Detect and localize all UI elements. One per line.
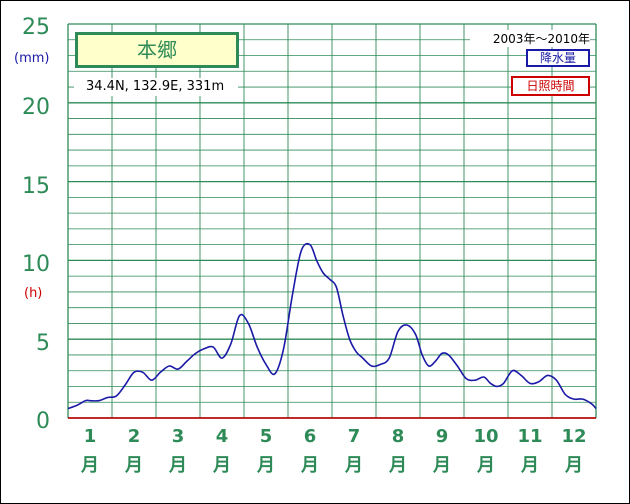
x-tick-label: 7: [347, 426, 361, 447]
x-tick-month-suffix: 月: [565, 455, 583, 476]
y-tick-label: 10: [22, 252, 50, 277]
x-tick-month-suffix: 月: [169, 455, 187, 476]
y-tick-label: 20: [22, 95, 50, 120]
y-tick-label: 25: [22, 15, 50, 40]
x-tick-label: 11: [517, 426, 543, 447]
station-name: 本郷: [137, 38, 177, 62]
y-tick-label: 0: [36, 409, 50, 434]
x-tick-label: 12: [561, 426, 587, 447]
period-label: 2003年～2010年: [470, 30, 590, 47]
x-tick-month-suffix: 月: [345, 455, 363, 476]
x-tick-label: 5: [259, 426, 273, 447]
station-coords: 34.4N, 132.9E, 331m: [74, 78, 238, 96]
precip-series-line: [67, 242, 597, 410]
x-tick-label: 3: [171, 426, 185, 447]
x-tick-label: 4: [215, 426, 229, 447]
x-tick-label: 2: [127, 426, 141, 447]
x-tick-month-suffix: 月: [477, 455, 495, 476]
x-tick-month-suffix: 月: [81, 455, 99, 476]
legend-sunshine: 日照時間: [511, 76, 590, 96]
legend-precip: 降水量: [526, 49, 590, 67]
x-tick-label: 1: [83, 426, 97, 447]
x-tick-month-suffix: 月: [433, 455, 451, 476]
precip-unit-label: (mm): [14, 51, 50, 66]
series: [67, 242, 597, 419]
x-tick-month-suffix: 月: [301, 455, 319, 476]
x-tick-label: 6: [303, 426, 317, 447]
x-tick-month-suffix: 月: [213, 455, 231, 476]
x-tick-label: 10: [473, 426, 499, 447]
station-name-box: 本郷: [75, 32, 239, 68]
x-tick-month-suffix: 月: [521, 455, 539, 476]
x-tick-label: 8: [391, 426, 405, 447]
x-tick-label: 9: [435, 426, 449, 447]
x-tick-month-suffix: 月: [389, 455, 407, 476]
y-tick-label: 15: [22, 174, 50, 199]
sunshine-unit-label: (h): [24, 286, 43, 301]
y-tick-label: 5: [36, 331, 50, 356]
x-tick-month-suffix: 月: [257, 455, 275, 476]
x-tick-month-suffix: 月: [125, 455, 143, 476]
